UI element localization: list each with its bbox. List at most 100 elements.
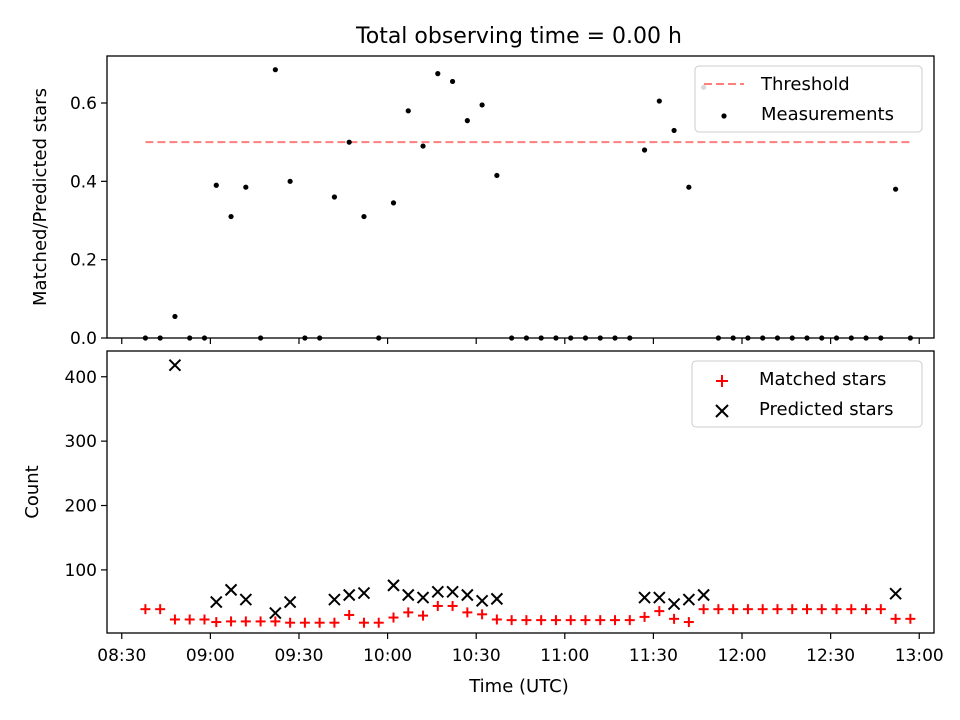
x-stroke-b [402,588,415,602]
measurements-legend-swatch [721,113,727,119]
predicted-stars-point [431,585,445,599]
matched-stars-point [447,600,458,611]
x-stroke-b [475,594,489,608]
bottom-panel: 100 200 300 400 08:30 09:00 09:30 10:00 10:30 11… [22,350,944,697]
matched-stars-point [536,615,547,626]
legend-label-matched: Matched stars [759,369,886,390]
predicted-stars-point [667,597,681,611]
predicted-stars-point [239,593,253,606]
x-stroke-b [667,597,681,611]
predicted-stars-point [446,585,459,599]
figure-title: Total observing time = 0.00 h [355,24,682,49]
x-stroke-b [283,595,297,609]
bottom-axes-frame [106,350,935,634]
x-stroke-b [387,579,400,592]
x-stroke-b [416,591,430,604]
predicted-stars-point [210,595,223,609]
x-tick-label: 12:30 [806,646,855,666]
matched-stars-point [816,604,827,615]
matched-stars-point [477,609,488,620]
x-tick-label: 11:30 [629,646,678,666]
x-stroke-b [168,358,182,372]
top-axes-frame [106,55,935,339]
y-tick-label: 100 [65,561,97,581]
predicted-stars-point [461,588,474,602]
bottom-x-ticks: 08:30 09:00 09:30 10:00 10:30 11:00 11:30 12:00… [97,633,944,666]
predicted-stars-point [168,358,182,372]
matched-stars-point [728,604,739,615]
matched-stars-point [388,612,399,623]
matched-stars-point [373,617,384,628]
x-tick-label: 10:00 [363,646,412,666]
matched-stars-point [506,615,517,626]
legend-label-predicted: Predicted stars [759,399,893,420]
legend-label-threshold: Threshold [760,74,850,95]
x-stroke-b [889,587,902,600]
matched-stars-point [905,613,916,624]
matched-stars-point [595,615,606,626]
matched-stars-point [418,610,429,621]
matched-stars-point [240,616,251,627]
matched-stars-point [184,614,195,625]
predicted-stars-point [653,591,666,604]
matched-stars-point [358,617,369,628]
measurement-point [405,108,411,114]
matched-stars-point [155,604,166,615]
y-tick-label: 200 [65,497,97,517]
measurement-point [346,139,352,145]
x-stroke-b [328,593,341,606]
measurement-point [213,182,219,188]
measurement-point [361,213,367,220]
matched-stars-point [831,604,842,615]
measurement-point [172,313,178,320]
y-tick-label: 0.6 [70,94,97,114]
x-stroke-b [431,585,445,599]
top-legend-box [694,65,923,133]
predicted-stars-point [269,606,282,620]
measurement-point [228,213,234,220]
measurement-point [494,172,500,179]
matched-stars-point [654,606,665,617]
y-tick-label: 0.2 [70,251,97,271]
measurement-point [464,118,470,124]
predicted-stars-point [224,583,238,597]
predicted-legend-swatch [715,404,729,418]
matched-stars-point [742,604,753,615]
matched-stars-point [787,604,798,615]
top-x-ticks [121,338,920,344]
x-stroke-b [239,593,253,606]
matched-stars-point [211,617,222,628]
x-tick-label: 08:30 [97,646,146,666]
predicted-stars-point [682,593,696,606]
y-tick-label: 400 [65,368,97,388]
measurement-point [272,67,278,73]
legend-label-measurements: Measurements [761,104,894,125]
top-panel: 0.0 0.2 0.4 0.6 Matched/Predicted stars Thr… [30,55,935,349]
matched-stars-point [270,616,281,627]
x-stroke-b [638,591,651,604]
measurement-point [390,200,397,206]
x-stroke-b [224,583,238,597]
measurement-point [243,184,249,190]
predicted-stars-point [475,594,489,608]
matched-stars-point [491,614,502,625]
measurement-point [671,127,677,134]
predicted-stars-point [638,591,651,604]
top-plot-marks [142,67,914,341]
matched-stars-point [624,615,635,626]
predicted-stars-point [283,595,297,609]
matched-stars-point [757,604,768,615]
x-stroke-b [461,588,474,602]
bottom-legend: Matched stars Predicted stars [691,360,923,428]
matched-stars-point [140,604,151,615]
matched-stars-point [344,609,355,620]
matched-stars-point [432,600,443,611]
top-y-ticks: 0.0 0.2 0.4 0.6 [70,94,107,349]
measurement-point [331,194,338,200]
predicted-stars-point [328,593,341,606]
bottom-y-ticks: 100 200 300 400 [65,368,107,581]
matched-stars-point [169,614,180,625]
matched-stars-point [801,604,812,615]
x-stroke-b [490,592,504,606]
